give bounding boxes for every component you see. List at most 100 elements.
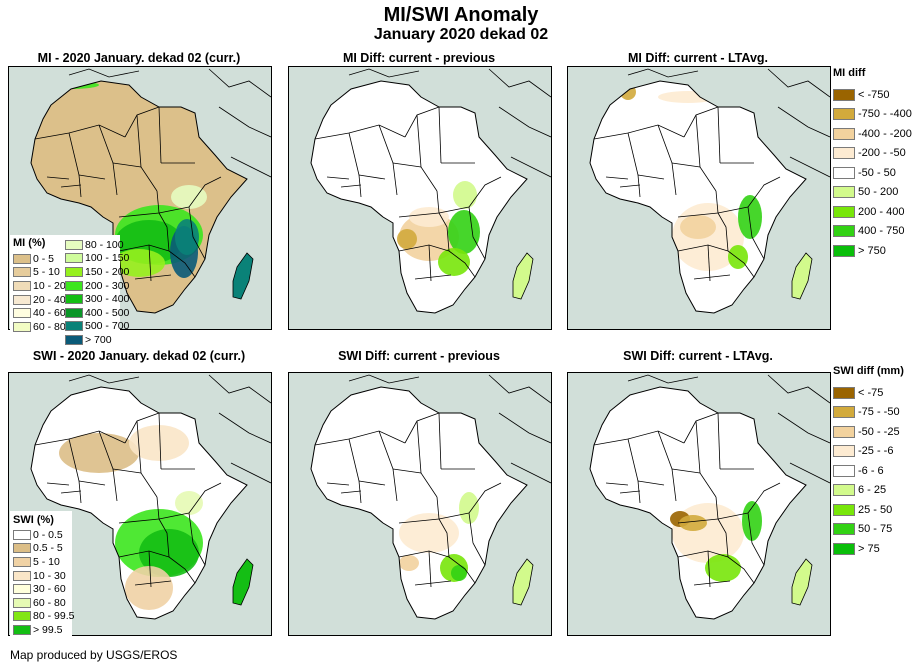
legend-swatch [13, 543, 31, 554]
panel-title-swi-current: SWI - 2020 January. dekad 02 (curr.) [32, 349, 246, 363]
legend-item: > 750 [833, 241, 912, 261]
map-panel-swi-diff-ltavg [567, 372, 831, 636]
legend-label: -750 - -400 [858, 108, 912, 121]
legend-label: 40 - 60 [33, 307, 66, 320]
panel-title-swi-diff-previous: SWI Diff: current - previous [338, 349, 500, 363]
legend-label: < -75 [858, 386, 884, 399]
legend-item: 400 - 500 [65, 306, 129, 320]
country-border [34, 124, 126, 140]
country-border [777, 412, 830, 444]
country-border [671, 162, 701, 168]
legend-swatch [13, 253, 31, 264]
legend-swi-diff-title: SWI diff (mm) [833, 365, 904, 377]
footer-credit: Map produced by USGS/EROS [10, 648, 178, 662]
legend-label: 500 - 700 [85, 320, 130, 333]
panel-title-swi-diff-ltavg: SWI Diff: current - LTAvg. [623, 349, 773, 363]
value-region [113, 249, 165, 277]
africa-map [310, 68, 551, 314]
country-border [593, 430, 685, 446]
legend-swatch [833, 147, 855, 160]
legend-swatch [13, 321, 31, 332]
country-border [218, 412, 271, 444]
country-border [468, 206, 486, 260]
country-border [693, 274, 731, 280]
legend-item: 80 - 100 [65, 238, 129, 252]
legend-label: 150 - 200 [85, 265, 130, 278]
value-region [728, 245, 748, 269]
land-mass [311, 81, 527, 313]
legend-label: 30 - 60 [33, 583, 66, 596]
legend-label: 0.5 - 5 [33, 542, 63, 555]
legend-item: 0 - 5 [13, 252, 66, 266]
country-border [767, 374, 830, 404]
legend-label: > 99.5 [33, 623, 63, 636]
country-border [671, 468, 701, 474]
country-border [727, 250, 755, 278]
value-region [129, 425, 189, 461]
map-title: MI/SWI Anomaly [383, 4, 539, 26]
country-border [436, 190, 440, 214]
country-border [358, 174, 386, 180]
legend-label: 6 - 25 [858, 484, 887, 497]
country-border [158, 518, 170, 558]
legend-label: 60 - 80 [33, 596, 66, 609]
country-border [438, 518, 450, 558]
legend-label: 5 - 10 [33, 555, 60, 568]
legend-swatch [833, 88, 855, 101]
legend-swatch [833, 542, 855, 555]
country-border [747, 512, 765, 566]
legend-label: 10 - 20 [33, 279, 66, 292]
country-border [134, 580, 172, 586]
country-border [168, 556, 196, 584]
map-panel-mi-diff-previous [288, 66, 552, 330]
legend-mi-title: MI (%) [13, 237, 46, 249]
value-region [175, 491, 203, 515]
legend-label: > 700 [85, 333, 112, 346]
legend-swatch [65, 253, 83, 264]
land-mass [590, 81, 806, 313]
legend-label: 400 - 500 [85, 306, 130, 319]
country-border [46, 482, 70, 486]
country-border [498, 412, 551, 444]
legend-swi-diff-list: < -75 -75 - -50 -50 - -25 -25 - -6 -6 - 6 6 -… [833, 383, 904, 559]
legend-item: < -750 [833, 85, 912, 105]
country-border [148, 244, 152, 282]
country-border [46, 176, 70, 180]
country-border [747, 206, 765, 260]
country-border [593, 124, 685, 140]
country-border [747, 482, 781, 514]
legend-mi-diff-title: MI diff [833, 67, 866, 79]
madagascar [232, 252, 254, 300]
value-region [409, 207, 449, 227]
legend-swatch [833, 244, 855, 257]
legend-item: -50 - 50 [833, 163, 912, 183]
country-border [510, 156, 551, 178]
legend-label: > 75 [858, 542, 880, 555]
legend-swatch [833, 205, 855, 218]
value-region [459, 492, 479, 524]
legend-label: -400 - -200 [858, 127, 912, 140]
country-border [158, 106, 162, 164]
legend-item: 200 - 300 [65, 279, 129, 293]
legend-item: 80 - 99.5 [13, 610, 74, 624]
value-region [39, 81, 99, 89]
legend-item: -750 - -400 [833, 105, 912, 125]
legend-item: 10 - 30 [13, 569, 74, 583]
legend-label: 200 - 400 [858, 205, 905, 218]
madagascar [791, 252, 813, 300]
legend-swatch [833, 445, 855, 458]
legend-swatch [65, 321, 83, 332]
legend-swatch [13, 611, 31, 622]
africa-map [310, 374, 551, 620]
legend-swatch [13, 308, 31, 319]
value-region [399, 213, 459, 261]
value-region [397, 229, 417, 249]
value-region [175, 219, 199, 255]
legend-label: 80 - 100 [85, 238, 124, 251]
country-border [637, 174, 665, 180]
legend-item: 20 - 40 [13, 293, 66, 307]
coastline [589, 80, 807, 314]
legend-label: 50 - 200 [858, 186, 899, 199]
legend-item: -75 - -50 [833, 403, 904, 423]
